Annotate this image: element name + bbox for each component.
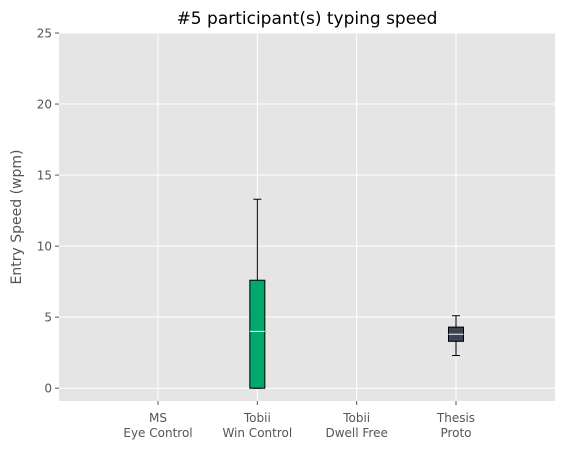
x-tick-label: Thesis [436, 411, 475, 425]
chart-title: #5 participant(s) typing speed [177, 9, 438, 29]
x-tick-label: Tobii [342, 411, 370, 425]
y-tick-label: 15 [37, 169, 52, 183]
y-tick-label: 5 [44, 311, 52, 325]
y-axis-label: Entry Speed (wpm) [9, 150, 25, 285]
boxes [249, 198, 464, 389]
y-ticks: 0 5 10 15 20 25 [37, 27, 59, 396]
plot-area [59, 33, 555, 401]
x-tick-label: Proto [440, 426, 471, 440]
x-tick-label: Dwell Free [325, 426, 387, 440]
box [249, 279, 266, 389]
y-tick-label: 10 [37, 240, 52, 254]
y-tick-label: 25 [37, 27, 52, 41]
y-tick-label: 20 [37, 98, 52, 112]
y-tick-label: 0 [44, 382, 52, 396]
x-tick-label: Tobii [243, 411, 271, 425]
x-tick-label: MS [149, 411, 167, 425]
x-tick-label: Win Control [222, 426, 292, 440]
x-tick-label: Eye Control [123, 426, 192, 440]
